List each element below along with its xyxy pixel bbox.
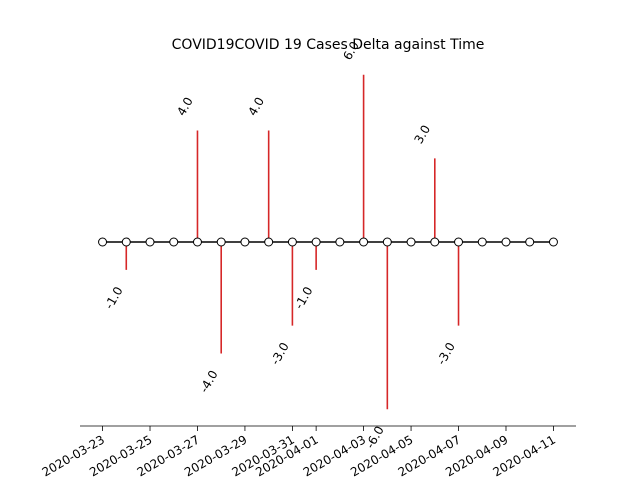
date-marker <box>169 237 179 247</box>
date-marker <box>145 237 155 247</box>
chart-title: COVID19COVID 19 Cases Delta against Time <box>172 37 485 53</box>
date-marker <box>311 237 321 247</box>
data-label: 4.0 <box>245 95 267 119</box>
date-marker <box>501 237 511 247</box>
data-label: 4.0 <box>174 95 196 119</box>
date-marker <box>264 237 274 247</box>
date-marker <box>477 237 487 247</box>
stems-layer <box>125 74 460 410</box>
data-label: -1.0 <box>292 284 316 311</box>
data-label: -3.0 <box>268 340 292 367</box>
data-labels-layer: -1.04.0-4.04.0-3.0-1.06.0-6.03.0-3.0 <box>102 39 458 451</box>
date-marker <box>430 237 440 247</box>
x-ticks-layer: 2020-03-232020-03-252020-03-272020-03-29… <box>40 426 558 479</box>
date-marker <box>121 237 131 247</box>
date-marker <box>406 237 416 247</box>
data-label: -4.0 <box>197 368 221 395</box>
date-marker <box>335 237 345 247</box>
date-marker <box>454 237 464 247</box>
date-marker <box>240 237 250 247</box>
date-marker <box>192 237 202 247</box>
data-label: -1.0 <box>102 284 126 311</box>
date-marker <box>359 237 369 247</box>
date-marker <box>525 237 535 247</box>
markers-layer <box>98 237 558 247</box>
data-label: 3.0 <box>411 123 433 147</box>
date-marker <box>287 237 297 247</box>
date-marker <box>548 237 558 247</box>
date-marker <box>98 237 108 247</box>
date-marker <box>216 237 226 247</box>
data-label: -3.0 <box>434 340 458 367</box>
date-marker <box>382 237 392 247</box>
